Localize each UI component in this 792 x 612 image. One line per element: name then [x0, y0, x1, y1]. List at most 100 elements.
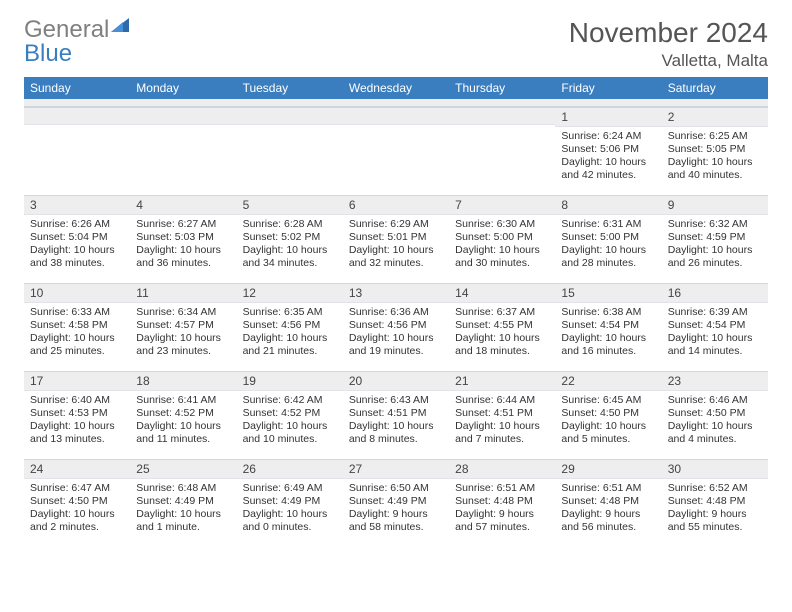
day-number: 9 — [662, 196, 768, 215]
day-cell: 22Sunrise: 6:45 AMSunset: 4:50 PMDayligh… — [555, 371, 661, 459]
week-row: 1Sunrise: 6:24 AMSunset: 5:06 PMDaylight… — [24, 107, 768, 195]
day-cell: 6Sunrise: 6:29 AMSunset: 5:01 PMDaylight… — [343, 195, 449, 283]
day-cell: 23 Sunrise: 6:46 AMSunset: 4:50 PMDayligh… — [662, 371, 768, 459]
sunrise-line: Sunrise: 6:51 AM — [455, 482, 549, 495]
day-body: Sunrise: 6:52 AMSunset: 4:48 PMDaylight:… — [662, 479, 768, 539]
day-body: Sunrise: 6:26 AMSunset: 5:04 PMDaylight:… — [24, 215, 130, 275]
day-body: Sunrise: 6:41 AMSunset: 4:52 PMDaylight:… — [130, 391, 236, 451]
sunrise-line: Sunrise: 6:46 AM — [668, 394, 762, 407]
sunrise-line: Sunrise: 6:40 AM — [30, 394, 124, 407]
day-number: 24 — [24, 460, 130, 479]
dow-wednesday: Wednesday — [343, 77, 449, 99]
day-number: 23 — [662, 372, 768, 391]
logo-sail-icon — [111, 18, 133, 41]
day-body: Sunrise: 6:29 AMSunset: 5:01 PMDaylight:… — [343, 215, 449, 275]
sunrise-line: Sunrise: 6:32 AM — [668, 218, 762, 231]
logo-word-2: Blue — [24, 40, 72, 67]
week-row: 17Sunrise: 6:40 AMSunset: 4:53 PMDayligh… — [24, 371, 768, 459]
day-cell — [130, 107, 236, 195]
day-body: Sunrise: 6:28 AMSunset: 5:02 PMDaylight:… — [237, 215, 343, 275]
day-number: 12 — [237, 284, 343, 303]
daylight-line: Daylight: 10 hours and 5 minutes. — [561, 420, 655, 446]
sunset-line: Sunset: 4:56 PM — [243, 319, 337, 332]
daylight-line: Daylight: 10 hours and 30 minutes. — [455, 244, 549, 270]
day-cell: 18Sunrise: 6:41 AMSunset: 4:52 PMDayligh… — [130, 371, 236, 459]
day-cell: 20Sunrise: 6:43 AMSunset: 4:51 PMDayligh… — [343, 371, 449, 459]
day-cell: 28Sunrise: 6:51 AMSunset: 4:48 PMDayligh… — [449, 459, 555, 547]
sunrise-line: Sunrise: 6:38 AM — [561, 306, 655, 319]
sunrise-line: Sunrise: 6:43 AM — [349, 394, 443, 407]
daylight-line: Daylight: 10 hours and 0 minutes. — [243, 508, 337, 534]
day-cell: 12Sunrise: 6:35 AMSunset: 4:56 PMDayligh… — [237, 283, 343, 371]
day-number: 21 — [449, 372, 555, 391]
day-cell: 29Sunrise: 6:51 AMSunset: 4:48 PMDayligh… — [555, 459, 661, 547]
day-number: 20 — [343, 372, 449, 391]
day-number: 6 — [343, 196, 449, 215]
day-cell: 9Sunrise: 6:32 AMSunset: 4:59 PMDaylight… — [662, 195, 768, 283]
daylight-line: Daylight: 10 hours and 4 minutes. — [668, 420, 762, 446]
day-cell: 8Sunrise: 6:31 AMSunset: 5:00 PMDaylight… — [555, 195, 661, 283]
logo-word-1: General — [24, 16, 109, 43]
day-cell: 13Sunrise: 6:36 AMSunset: 4:56 PMDayligh… — [343, 283, 449, 371]
day-number: 19 — [237, 372, 343, 391]
sunset-line: Sunset: 5:00 PM — [455, 231, 549, 244]
sunset-line: Sunset: 5:06 PM — [561, 143, 655, 156]
sunrise-line: Sunrise: 6:28 AM — [243, 218, 337, 231]
day-number: 29 — [555, 460, 661, 479]
sunrise-line: Sunrise: 6:41 AM — [136, 394, 230, 407]
logo: General Blue — [24, 18, 133, 66]
sunset-line: Sunset: 4:51 PM — [455, 407, 549, 420]
weeks-container: 1Sunrise: 6:24 AMSunset: 5:06 PMDaylight… — [24, 107, 768, 547]
day-number: 14 — [449, 284, 555, 303]
title-block: November 2024 Valletta, Malta — [569, 18, 768, 71]
daylight-line: Daylight: 9 hours and 56 minutes. — [561, 508, 655, 534]
day-number: 5 — [237, 196, 343, 215]
day-body: Sunrise: 6:27 AMSunset: 5:03 PMDaylight:… — [130, 215, 236, 275]
dow-monday: Monday — [130, 77, 236, 99]
daylight-line: Daylight: 10 hours and 7 minutes. — [455, 420, 549, 446]
sunrise-line: Sunrise: 6:30 AM — [455, 218, 549, 231]
daylight-line: Daylight: 10 hours and 18 minutes. — [455, 332, 549, 358]
sunset-line: Sunset: 4:50 PM — [30, 495, 124, 508]
sunrise-line: Sunrise: 6:24 AM — [561, 130, 655, 143]
sunrise-line: Sunrise: 6:27 AM — [136, 218, 230, 231]
day-cell: 27Sunrise: 6:50 AMSunset: 4:49 PMDayligh… — [343, 459, 449, 547]
day-number: 7 — [449, 196, 555, 215]
sunset-line: Sunset: 4:53 PM — [30, 407, 124, 420]
daylight-line: Daylight: 10 hours and 40 minutes. — [668, 156, 762, 182]
week-row: 3Sunrise: 6:26 AMSunset: 5:04 PMDaylight… — [24, 195, 768, 283]
daylight-line: Daylight: 10 hours and 42 minutes. — [561, 156, 655, 182]
day-cell: 25Sunrise: 6:48 AMSunset: 4:49 PMDayligh… — [130, 459, 236, 547]
daylight-line: Daylight: 10 hours and 23 minutes. — [136, 332, 230, 358]
day-body: Sunrise: 6:34 AMSunset: 4:57 PMDaylight:… — [130, 303, 236, 363]
sunset-line: Sunset: 4:48 PM — [668, 495, 762, 508]
sunset-line: Sunset: 4:57 PM — [136, 319, 230, 332]
sunrise-line: Sunrise: 6:25 AM — [668, 130, 762, 143]
day-body: Sunrise: 6:48 AMSunset: 4:49 PMDaylight:… — [130, 479, 236, 539]
day-of-week-header: Sunday Monday Tuesday Wednesday Thursday… — [24, 77, 768, 99]
day-number: 13 — [343, 284, 449, 303]
day-cell: 2Sunrise: 6:25 AMSunset: 5:05 PMDaylight… — [662, 107, 768, 195]
sunset-line: Sunset: 4:50 PM — [561, 407, 655, 420]
sunrise-line: Sunrise: 6:31 AM — [561, 218, 655, 231]
day-body: Sunrise: 6:39 AMSunset: 4:54 PMDaylight:… — [662, 303, 768, 363]
day-body: Sunrise: 6:44 AMSunset: 4:51 PMDaylight:… — [449, 391, 555, 451]
day-body: Sunrise: 6:51 AMSunset: 4:48 PMDaylight:… — [555, 479, 661, 539]
sunrise-line: Sunrise: 6:26 AM — [30, 218, 124, 231]
header-spacer — [24, 99, 768, 107]
day-cell: 4Sunrise: 6:27 AMSunset: 5:03 PMDaylight… — [130, 195, 236, 283]
daylight-line: Daylight: 10 hours and 26 minutes. — [668, 244, 762, 270]
day-number — [237, 108, 343, 125]
day-cell — [343, 107, 449, 195]
day-body: Sunrise: 6:30 AMSunset: 5:00 PMDaylight:… — [449, 215, 555, 275]
dow-thursday: Thursday — [449, 77, 555, 99]
day-body: Sunrise: 6:42 AMSunset: 4:52 PMDaylight:… — [237, 391, 343, 451]
day-number: 22 — [555, 372, 661, 391]
day-number: 27 — [343, 460, 449, 479]
day-number: 25 — [130, 460, 236, 479]
day-body: Sunrise: 6:35 AMSunset: 4:56 PMDaylight:… — [237, 303, 343, 363]
sunset-line: Sunset: 4:50 PM — [668, 407, 762, 420]
week-row: 24Sunrise: 6:47 AMSunset: 4:50 PMDayligh… — [24, 459, 768, 547]
sunset-line: Sunset: 4:49 PM — [349, 495, 443, 508]
sunrise-line: Sunrise: 6:35 AM — [243, 306, 337, 319]
